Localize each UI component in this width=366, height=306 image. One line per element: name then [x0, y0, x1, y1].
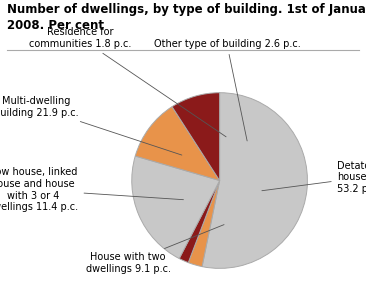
Wedge shape [132, 156, 220, 259]
Text: Number of dwellings, by type of building. 1st of January
2008. Per cent: Number of dwellings, by type of building… [7, 3, 366, 32]
Text: Multi-dwelling
building 21.9 p.c.: Multi-dwelling building 21.9 p.c. [0, 96, 182, 155]
Wedge shape [135, 107, 220, 181]
Wedge shape [188, 181, 220, 267]
Wedge shape [202, 93, 307, 268]
Text: Detatched
house
53.2 p.c.: Detatched house 53.2 p.c. [262, 161, 366, 194]
Wedge shape [172, 93, 220, 181]
Text: Row house, linked
house and house
with 3 or 4
dwellings 11.4 p.c.: Row house, linked house and house with 3… [0, 167, 183, 212]
Text: Other type of building 2.6 p.c.: Other type of building 2.6 p.c. [154, 39, 300, 141]
Wedge shape [179, 181, 220, 263]
Text: Residence for
communities 1.8 p.c.: Residence for communities 1.8 p.c. [29, 27, 226, 137]
Text: House with two
dwellings 9.1 p.c.: House with two dwellings 9.1 p.c. [86, 225, 224, 274]
